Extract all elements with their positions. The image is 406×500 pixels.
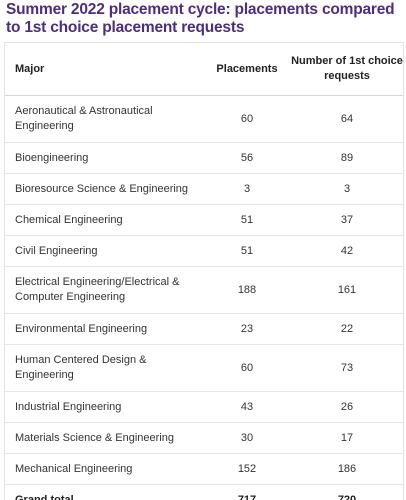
header-row: Major Placements Number of 1st choice re… (5, 43, 403, 96)
table-row: Bioengineering 56 89 (5, 142, 403, 174)
cell-requests: 42 (291, 235, 403, 267)
cell-major: Mechanical Engineering (5, 453, 203, 485)
cell-requests: 64 (291, 95, 403, 143)
table-row: Human Centered Design & Engineering 60 7… (5, 344, 403, 392)
cell-requests: 161 (291, 266, 403, 314)
table-row: Materials Science & Engineering 30 17 (5, 422, 403, 454)
cell-placements: 43 (203, 391, 291, 423)
cell-placements: 3 (203, 173, 291, 205)
cell-placements: 30 (203, 422, 291, 454)
cell-placements: 188 (203, 266, 291, 314)
header-placements: Placements (203, 43, 291, 96)
table-row: Electrical Engineering/Electrical & Comp… (5, 266, 403, 314)
cell-major: Bioengineering (5, 142, 203, 174)
cell-major: Bioresource Science & Engineering (5, 173, 203, 205)
table-row: Industrial Engineering 43 26 (5, 391, 403, 423)
cell-requests: 17 (291, 422, 403, 454)
placements-table: Major Placements Number of 1st choice re… (5, 43, 403, 500)
cell-major: Civil Engineering (5, 235, 203, 267)
cell-requests: 186 (291, 453, 403, 485)
cell-requests: 89 (291, 142, 403, 174)
table-body: Aeronautical & Astronautical Engineering… (5, 95, 403, 485)
cell-placements: 152 (203, 453, 291, 485)
placements-table-container: Major Placements Number of 1st choice re… (4, 42, 404, 500)
cell-placements: 60 (203, 344, 291, 392)
grand-total-placements: 717 (237, 494, 257, 500)
cell-major: Industrial Engineering (5, 391, 203, 423)
header-requests: Number of 1st choice requests (291, 43, 403, 96)
page-title: Summer 2022 placement cycle: placements … (6, 1, 395, 36)
cell-placements: 51 (203, 204, 291, 236)
cell-requests: 3 (291, 173, 403, 205)
cell-requests: 22 (291, 313, 403, 345)
grand-total-row: Grand total 717 720 (5, 485, 403, 500)
table-row: Environmental Engineering 23 22 (5, 313, 403, 345)
cell-major: Aeronautical & Astronautical Engineering (5, 95, 203, 143)
table-row: Bioresource Science & Engineering 3 3 (5, 173, 403, 205)
cell-requests: 26 (291, 391, 403, 423)
cell-requests: 37 (291, 204, 403, 236)
cell-placements: 23 (203, 313, 291, 345)
table-row: Mechanical Engineering 152 186 (5, 453, 403, 485)
table-row: Chemical Engineering 51 37 (5, 204, 403, 236)
cell-major: Materials Science & Engineering (5, 422, 203, 454)
table-header: Major Placements Number of 1st choice re… (5, 43, 403, 96)
cell-major: Chemical Engineering (5, 204, 203, 236)
cell-requests: 73 (291, 344, 403, 392)
cell-major: Environmental Engineering (5, 313, 203, 345)
table-footer: Grand total 717 720 (5, 485, 403, 500)
cell-major: Electrical Engineering/Electrical & Comp… (5, 266, 203, 314)
header-major: Major (5, 43, 203, 96)
table-row: Aeronautical & Astronautical Engineering… (5, 95, 403, 143)
cell-placements: 51 (203, 235, 291, 267)
cell-placements: 56 (203, 142, 291, 174)
grand-total-label: Grand total (15, 494, 74, 500)
grand-total-requests: 720 (337, 494, 357, 500)
cell-major: Human Centered Design & Engineering (5, 344, 203, 392)
table-row: Civil Engineering 51 42 (5, 235, 403, 267)
cell-placements: 60 (203, 95, 291, 143)
